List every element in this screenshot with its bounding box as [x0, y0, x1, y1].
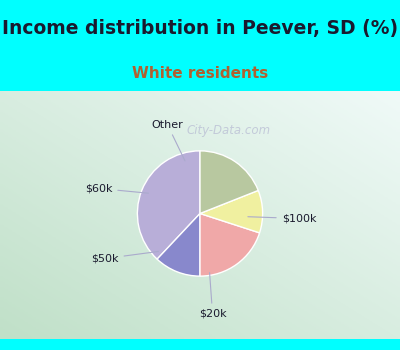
Text: $60k: $60k: [85, 183, 148, 194]
Text: White residents: White residents: [132, 66, 268, 81]
Wedge shape: [157, 214, 200, 276]
Text: Income distribution in Peever, SD (%): Income distribution in Peever, SD (%): [2, 19, 398, 38]
Text: $50k: $50k: [91, 251, 158, 264]
Wedge shape: [200, 151, 258, 214]
Wedge shape: [137, 151, 200, 259]
Wedge shape: [200, 190, 263, 233]
Text: Other: Other: [152, 120, 185, 161]
Text: City-Data.com: City-Data.com: [186, 124, 271, 137]
Wedge shape: [200, 214, 260, 276]
Text: $100k: $100k: [248, 214, 316, 224]
Text: $20k: $20k: [199, 273, 226, 319]
